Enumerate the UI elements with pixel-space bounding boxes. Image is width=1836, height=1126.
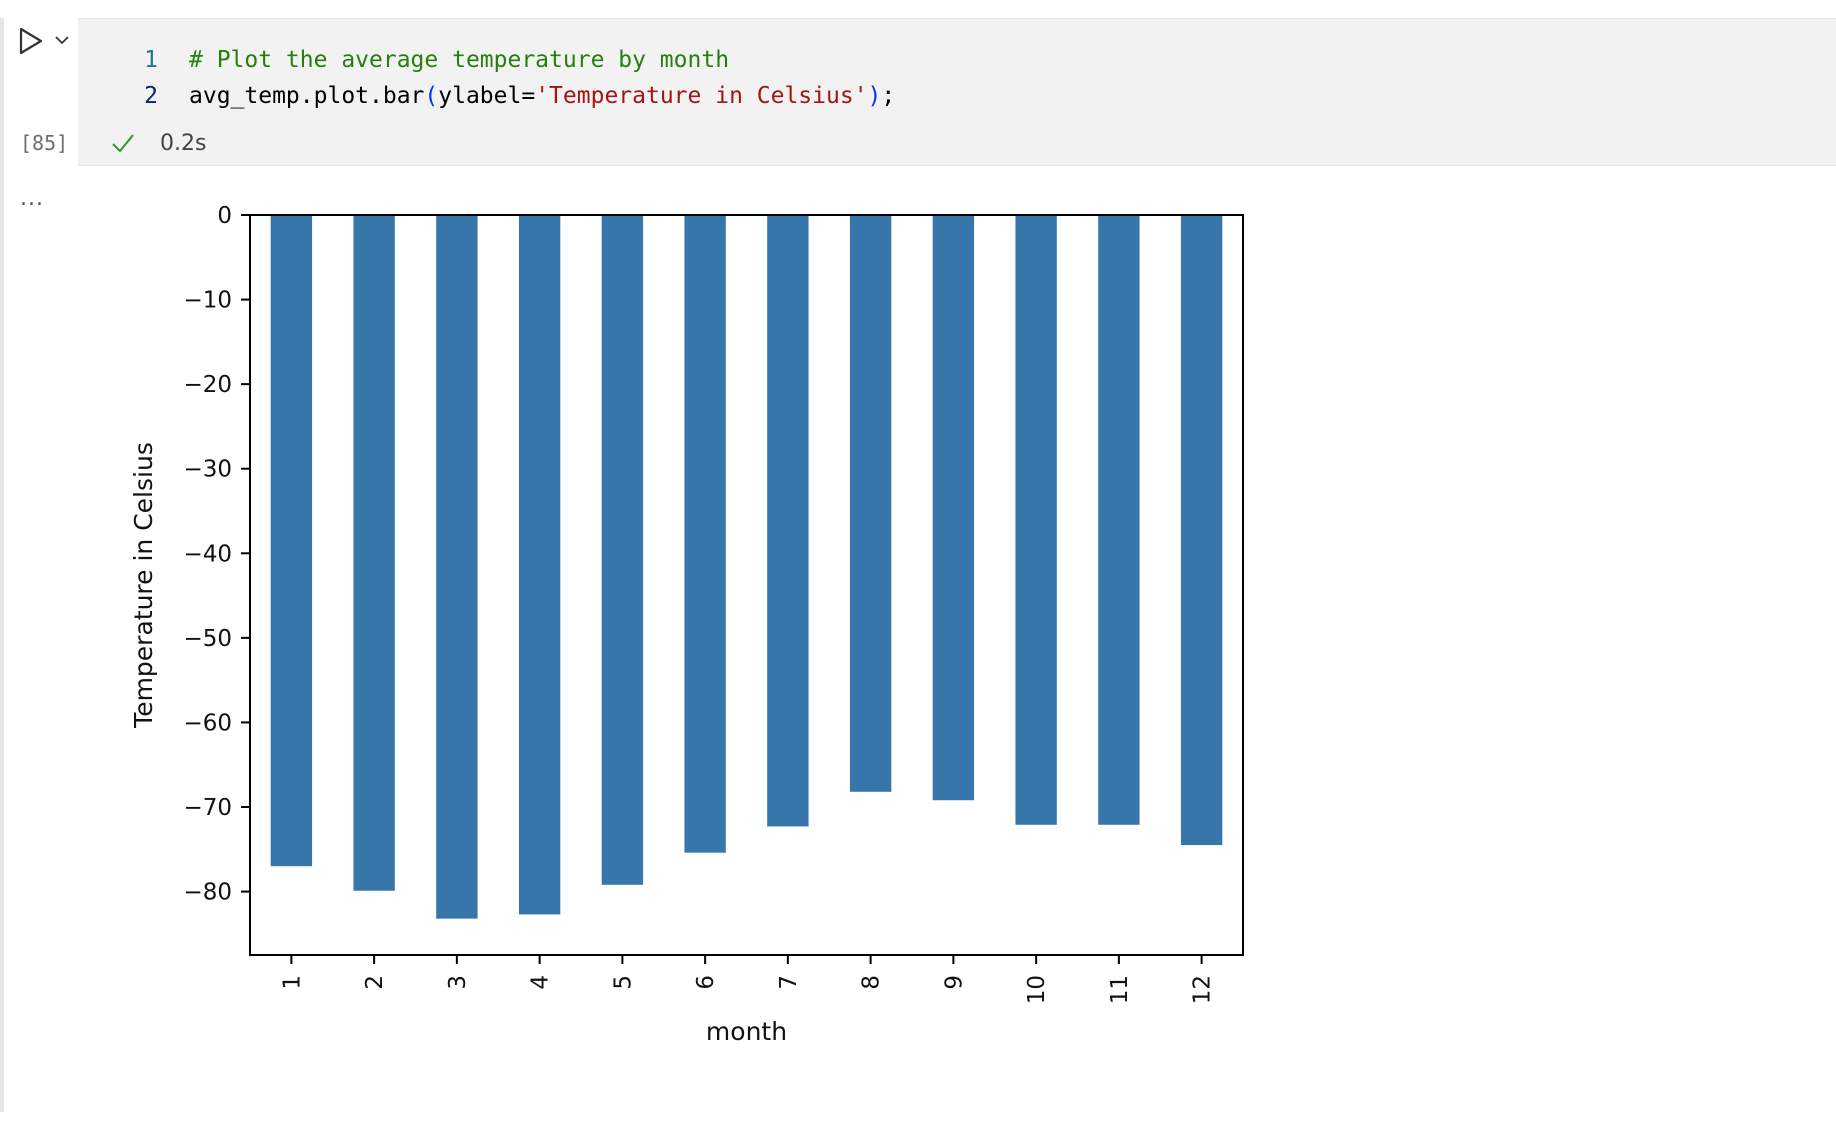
line-number: 1 [144, 47, 158, 73]
output-actions-icon[interactable]: ... [20, 186, 44, 211]
x-tick-label: 11 [1107, 975, 1133, 1004]
x-tick-label: 3 [445, 975, 471, 990]
code-token: avg_temp.plot.bar [189, 83, 425, 109]
x-tick-label: 9 [941, 975, 967, 990]
code-token: ) [867, 83, 882, 109]
execution-count: [85] [20, 131, 69, 155]
code-text: # Plot the average temperature by month [189, 42, 729, 78]
y-tick-label: 0 [217, 203, 232, 229]
x-tick-label: 4 [528, 975, 554, 990]
y-tick-label: −10 [183, 288, 232, 314]
y-tick-label: −40 [183, 541, 232, 567]
bar [684, 215, 726, 853]
x-tick-label: 10 [1024, 975, 1050, 1004]
bar [932, 215, 975, 801]
y-tick-label: −30 [183, 457, 232, 483]
code-token: # Plot the average temperature by month [189, 47, 730, 73]
code-editor[interactable]: 1 # Plot the average temperature by month… [78, 18, 1836, 166]
cell-gutter-bar [0, 18, 4, 1112]
x-tick-label: 2 [362, 975, 388, 990]
x-tick-label: 8 [859, 975, 885, 990]
bar-chart: 0−10−20−30−40−50−60−70−801 2 3 4 5 6 7 8 9 10 11 12… [129, 203, 1244, 1046]
x-tick-label: 5 [610, 975, 636, 990]
bar [1180, 215, 1223, 846]
bar [767, 215, 809, 827]
bar [849, 215, 892, 792]
y-tick-label: −70 [183, 795, 232, 821]
x-tick-label: 12 [1190, 975, 1216, 1004]
check-icon [112, 134, 134, 153]
plot-frame [249, 214, 1244, 956]
bar [270, 215, 313, 867]
y-axis-label: Temperature in Celsius [129, 442, 158, 729]
code-token: ; [881, 83, 896, 109]
x-tick-label: 7 [776, 975, 802, 990]
chevron-down-icon[interactable] [52, 30, 72, 50]
y-tick-label: −20 [183, 372, 232, 398]
bar [518, 215, 561, 915]
bar [601, 215, 644, 885]
bar [1098, 215, 1140, 825]
x-tick-label: 1 [279, 975, 305, 990]
y-tick-label: −60 [183, 710, 232, 736]
cell-status: 0.2s [110, 128, 206, 158]
x-axis-label: month [706, 1017, 787, 1046]
code-token: ylabel= [438, 83, 536, 109]
y-tick-label: −80 [183, 880, 232, 906]
line-number: 2 [144, 83, 158, 109]
code-text: avg_temp.plot.bar(ylabel='Temperature in… [189, 78, 895, 114]
execution-time: 0.2s [160, 130, 207, 156]
bar [1015, 215, 1057, 825]
run-cell-icon[interactable] [14, 24, 48, 58]
bar [353, 215, 395, 891]
y-tick-label: −50 [183, 626, 232, 652]
code-token: ( [424, 83, 439, 109]
bar [436, 215, 478, 919]
code-token: 'Temperature in Celsius' [535, 83, 868, 109]
x-tick-label: 6 [693, 975, 719, 990]
